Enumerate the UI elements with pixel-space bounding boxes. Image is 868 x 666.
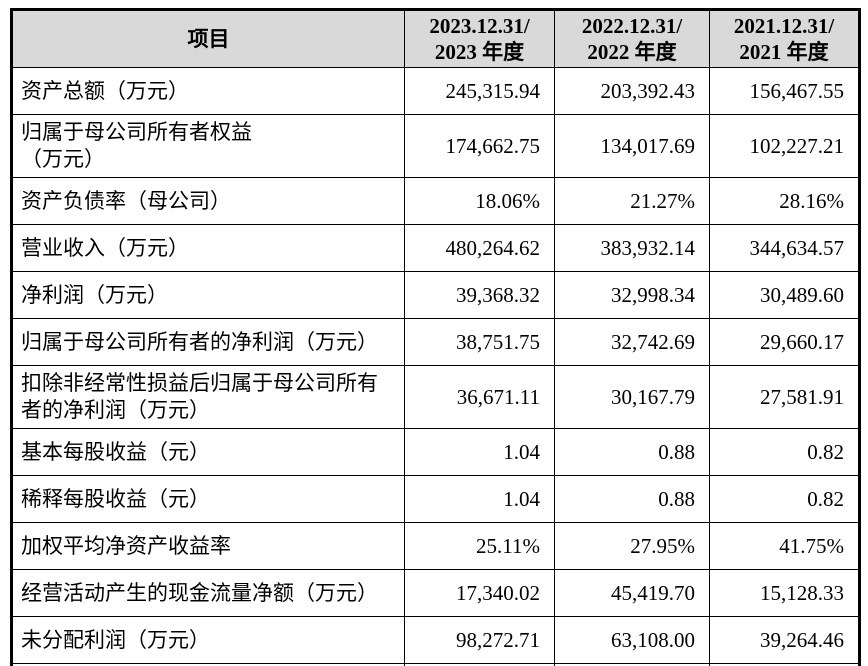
value-2021: 12,000.00 [709, 663, 860, 666]
row-label: 稀释每股收益（元） [11, 475, 405, 523]
table-row: 基本每股收益（元） 1.04 0.88 0.82 [11, 428, 860, 476]
value-2023: 480,264.62 [404, 224, 555, 272]
value-2021: 41.75% [709, 522, 860, 570]
value-2023: 245,315.94 [404, 67, 555, 115]
value-2022: 30,167.79 [554, 365, 710, 429]
row-label: 资产总额（万元） [11, 67, 405, 115]
value-2023: 1.04 [404, 428, 555, 476]
table-row: 现金分红（万元）-5,974.5612,000.00 [11, 663, 860, 666]
value-2022: 32,742.69 [554, 318, 710, 366]
row-label: 营业收入（万元） [11, 224, 405, 272]
row-label: 资产负债率（母公司） [11, 177, 405, 225]
value-2022: 0.88 [554, 428, 710, 476]
table-row: 稀释每股收益（元） 1.04 0.88 0.82 [11, 475, 860, 523]
row-label: 基本每股收益（元） [11, 428, 405, 476]
table-row: 经营活动产生的现金流量净额（万元） 17,340.02 45,419.70 15,12… [11, 569, 860, 617]
value-2023: 25.11% [404, 522, 555, 570]
financial-summary-table: 项目 2023.12.31/ 2023 年度 2022.12.31/ 2022 … [10, 8, 861, 666]
value-2022: 203,392.43 [554, 67, 710, 115]
row-label: 归属于母公司所有者权益 （万元） [11, 114, 405, 178]
table-row: 扣除非经常性损益后归属于母公司所有 者的净利润（万元） 36,671.11 30,1… [11, 365, 860, 429]
value-2021: 156,467.55 [709, 67, 860, 115]
value-2022: 32,998.34 [554, 271, 710, 319]
row-label: 归属于母公司所有者的净利润（万元） [11, 318, 405, 366]
table-row: 资产负债率（母公司） 18.06% 21.27% 28.16% [11, 177, 860, 225]
value-2023: 39,368.32 [404, 271, 555, 319]
value-2021: 0.82 [709, 428, 860, 476]
table-row: 未分配利润（万元） 98,272.71 63,108.00 39,264.46 [11, 616, 860, 664]
row-label: 净利润（万元） [11, 271, 405, 319]
value-2023: 38,751.75 [404, 318, 555, 366]
value-2023: 36,671.11 [404, 365, 555, 429]
value-2023: 174,662.75 [404, 114, 555, 178]
value-2021: 15,128.33 [709, 569, 860, 617]
table-row: 归属于母公司所有者的净利润（万元） 38,751.75 32,742.69 29,66… [11, 318, 860, 366]
value-2021: 29,660.17 [709, 318, 860, 366]
header-period-2023: 2023.12.31/ 2023 年度 [404, 9, 555, 68]
value-2021: 0.82 [709, 475, 860, 523]
table-row: 归属于母公司所有者权益 （万元） 174,662.75 134,017.69 102,… [11, 114, 860, 178]
value-2021: 102,227.21 [709, 114, 860, 178]
value-2021: 27,581.91 [709, 365, 860, 429]
table-row: 营业收入（万元） 480,264.62 383,932.14 344,634.57 [11, 224, 860, 272]
table-row: 加权平均净资产收益率 25.11% 27.95% 41.75% [11, 522, 860, 570]
value-2021: 30,489.60 [709, 271, 860, 319]
value-2022: 0.88 [554, 475, 710, 523]
header-item-column: 项目 [11, 9, 405, 68]
value-2022: 383,932.14 [554, 224, 710, 272]
value-2023: 98,272.71 [404, 616, 555, 664]
value-2021: 344,634.57 [709, 224, 860, 272]
row-label: 扣除非经常性损益后归属于母公司所有 者的净利润（万元） [11, 365, 405, 429]
value-2023: 1.04 [404, 475, 555, 523]
header-period-2022: 2022.12.31/ 2022 年度 [554, 9, 710, 68]
value-2022: 27.95% [554, 522, 710, 570]
header-row: 项目 2023.12.31/ 2023 年度 2022.12.31/ 2022 … [11, 9, 860, 68]
table-body: 资产总额（万元） 245,315.94 203,392.43 156,467.55 归属… [11, 67, 860, 666]
table-row: 资产总额（万元） 245,315.94 203,392.43 156,467.55 [11, 67, 860, 115]
row-label: 经营活动产生的现金流量净额（万元） [11, 569, 405, 617]
value-2022: 21.27% [554, 177, 710, 225]
row-label: 未分配利润（万元） [11, 616, 405, 664]
value-2022: 134,017.69 [554, 114, 710, 178]
header-period-2021: 2021.12.31/ 2021 年度 [709, 9, 860, 68]
table-row: 净利润（万元） 39,368.32 32,998.34 30,489.60 [11, 271, 860, 319]
row-label: 加权平均净资产收益率 [11, 522, 405, 570]
value-2023: 17,340.02 [404, 569, 555, 617]
value-2022: 45,419.70 [554, 569, 710, 617]
value-2021: 28.16% [709, 177, 860, 225]
value-2023: 18.06% [404, 177, 555, 225]
value-2022: 63,108.00 [554, 616, 710, 664]
value-2021: 39,264.46 [709, 616, 860, 664]
